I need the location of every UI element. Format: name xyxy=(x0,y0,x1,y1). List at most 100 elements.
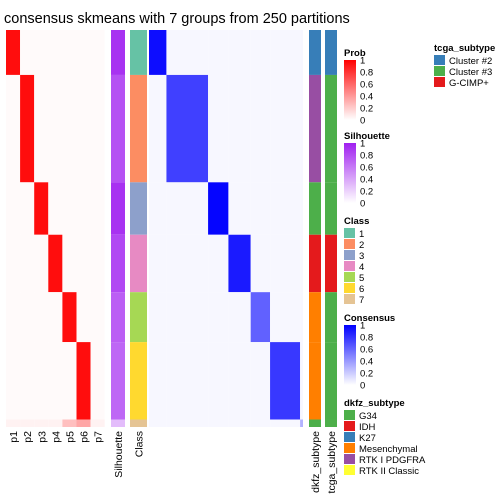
legend-silhouette-tick: 0.2 xyxy=(360,187,373,198)
consensus-block-2-1 xyxy=(149,74,167,183)
tcga-block-class2 xyxy=(325,74,337,183)
consensus-block-7-7 xyxy=(300,419,303,427)
col-label-p3: p3 xyxy=(36,431,48,443)
prob-block-class3-p7 xyxy=(90,182,105,235)
legend-tcga-subtype-swatch xyxy=(434,55,445,65)
prob-block-class3-p2 xyxy=(20,182,35,235)
prob-block-class5-p3 xyxy=(34,292,49,343)
legend-prob-title: Prob xyxy=(344,48,366,59)
legend-tcga-subtype-label: Cluster #3 xyxy=(449,67,492,78)
consensus-block-5-6 xyxy=(270,292,301,343)
legend-silhouette-tick: 1 xyxy=(360,139,365,150)
legend-dkfz-subtype-label: RTK II Classic xyxy=(359,466,419,477)
legend-consensus-tick: 0.4 xyxy=(360,357,373,368)
consensus-block-7-1 xyxy=(149,419,167,427)
prob-block-class7-p4 xyxy=(48,419,63,427)
legend-consensus-tick: 0.8 xyxy=(360,333,373,344)
consensus-block-6-5 xyxy=(250,342,271,420)
legend-tcga-subtype-title: tcga_subtype xyxy=(434,43,495,54)
legend-prob-tick: 0.8 xyxy=(360,68,373,79)
consensus-block-4-3 xyxy=(208,234,229,293)
prob-block-class1-p5 xyxy=(62,30,77,75)
prob-block-class5-p5 xyxy=(62,292,77,343)
class-block-3 xyxy=(130,182,147,235)
legend-consensus-title: Consensus xyxy=(344,313,395,324)
silhouette-block-class2 xyxy=(111,74,125,183)
consensus-block-4-4 xyxy=(228,234,251,293)
legend-class-label: 6 xyxy=(359,284,364,295)
prob-block-class2-p7 xyxy=(90,74,105,183)
consensus-block-4-7 xyxy=(300,234,303,293)
prob-block-class4-p7 xyxy=(90,234,105,293)
legend-dkfz-subtype-swatch xyxy=(344,421,355,431)
class-block-2 xyxy=(130,74,147,183)
silhouette-block-class4 xyxy=(111,234,125,293)
prob-block-class4-p6 xyxy=(76,234,91,293)
legend-class-swatch xyxy=(344,283,355,293)
prob-block-class2-p2 xyxy=(20,74,35,183)
legend-consensus-tick: 0.6 xyxy=(360,345,373,356)
col-label-p7: p7 xyxy=(93,431,105,443)
prob-block-class4-p5 xyxy=(62,234,77,293)
silhouette-block-class5 xyxy=(111,292,125,343)
consensus-block-1-7 xyxy=(300,30,303,75)
legend-dkfz-subtype-swatch xyxy=(344,410,355,420)
column-labels: p1 p2 p3 p4 p5 p6 p7 Silhouette Class dkfz_subtyp… xyxy=(8,431,338,494)
legend-class-label: 1 xyxy=(359,229,364,240)
prob-block-class6-p4 xyxy=(48,342,63,420)
consensus-block-3-1 xyxy=(149,182,167,235)
legend-class-swatch xyxy=(344,294,355,304)
consensus-block-6-7 xyxy=(300,342,303,420)
legend-class-label: 4 xyxy=(359,262,364,273)
consensus-block-7-2 xyxy=(166,419,209,427)
consensus-block-2-3 xyxy=(208,74,229,183)
consensus-block-2-5 xyxy=(250,74,271,183)
consensus-block-5-4 xyxy=(228,292,251,343)
prob-block-class2-p5 xyxy=(62,74,77,183)
consensus-block-2-4 xyxy=(228,74,251,183)
consensus-block-1-5 xyxy=(250,30,271,75)
silhouette-block-class1 xyxy=(111,30,125,75)
legend-silhouette-tick: 0 xyxy=(360,199,365,210)
consensus-block-3-3 xyxy=(208,182,229,235)
prob-block-class7-p6 xyxy=(76,419,91,427)
legend-prob-tick: 0.6 xyxy=(360,80,373,91)
prob-block-class5-p2 xyxy=(20,292,35,343)
legend-prob-tick: 0.2 xyxy=(360,104,373,115)
consensus-block-3-6 xyxy=(270,182,301,235)
legend-silhouette-tick: 0.4 xyxy=(360,175,373,186)
legend-silhouette-tick: 0.6 xyxy=(360,163,373,174)
legend-dkfz-subtype-label: IDH xyxy=(359,422,376,433)
prob-block-class1-p1 xyxy=(6,30,21,75)
col-label-p5: p5 xyxy=(64,431,76,443)
silhouette-block-class3 xyxy=(111,182,125,235)
consensus-block-7-6 xyxy=(270,419,301,427)
prob-block-class3-p3 xyxy=(34,182,49,235)
legend-consensus-tick: 0.2 xyxy=(360,369,373,380)
prob-block-class1-p3 xyxy=(34,30,49,75)
consensus-block-3-7 xyxy=(300,182,303,235)
prob-block-class2-p1 xyxy=(6,74,21,183)
prob-block-class5-p6 xyxy=(76,292,91,343)
legend-dkfz-subtype-label: Mesenchymal xyxy=(359,444,418,455)
dkfz-block-class6 xyxy=(309,342,321,420)
prob-block-class3-p4 xyxy=(48,182,63,235)
prob-block-class4-p2 xyxy=(20,234,35,293)
legend-silhouette-title: Silhouette xyxy=(344,131,390,142)
consensus-block-6-2 xyxy=(166,342,209,420)
legend-dkfz-subtype-title: dkfz_subtype xyxy=(344,398,405,409)
class-block-6 xyxy=(130,342,147,420)
silhouette-column xyxy=(111,30,125,427)
dkfz-block-class1 xyxy=(309,30,321,75)
legend-class-swatch xyxy=(344,228,355,238)
dkfz-block-class5 xyxy=(309,292,321,343)
legend-class-swatch xyxy=(344,239,355,249)
prob-block-class7-p1 xyxy=(6,419,21,427)
prob-block-class2-p4 xyxy=(48,74,63,183)
dkfz-block-class2 xyxy=(309,74,321,183)
legend-dkfz-subtype-label: G34 xyxy=(359,411,377,422)
prob-block-class5-p7 xyxy=(90,292,105,343)
col-label-p4: p4 xyxy=(50,431,62,443)
